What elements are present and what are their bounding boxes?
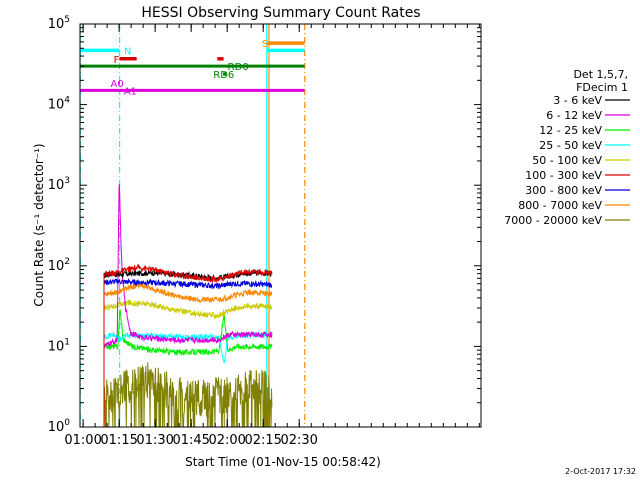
flag-label-rd6-4: RD6 xyxy=(213,70,234,81)
legend: Det 1,5,7,FDecim 13 - 6 keV 6 - 12 keV 12 … xyxy=(504,68,630,227)
flag-label-a1-6: A1 xyxy=(124,86,137,97)
y-tick-label-3: 103 xyxy=(48,176,70,193)
x-tick-label-4: 02:00 xyxy=(208,433,245,448)
flag-label-rd0-3: RD0 xyxy=(228,62,249,73)
x-tick-label-5: 02:15 xyxy=(244,433,281,448)
flag-label-s-1: S xyxy=(262,39,268,50)
y-axis-label: Count Rate (s⁻¹ detector⁻¹) xyxy=(32,143,46,306)
series-line-6-12kev xyxy=(103,184,273,427)
legend-label-0: 3 - 6 keV xyxy=(553,94,602,107)
y-tick-label-5: 105 xyxy=(48,15,70,32)
axes: 10010110210310410501:0001:1501:3001:4502… xyxy=(48,15,481,448)
y-tick-label-1: 101 xyxy=(48,337,70,354)
y-tick-label-2: 102 xyxy=(48,257,70,274)
series-line-12-25kev xyxy=(103,309,273,427)
legend-label-3: 25 - 50 keV xyxy=(539,139,602,152)
legend-label-7: 800 - 7000 keV xyxy=(518,199,602,212)
legend-header-1: FDecim 1 xyxy=(576,81,628,94)
flag-label-a0-5: A0 xyxy=(110,79,123,90)
x-tick-label-2: 01:30 xyxy=(136,433,173,448)
legend-label-1: 6 - 12 keV xyxy=(546,109,602,122)
legend-label-8: 7000 - 20000 keV xyxy=(504,214,602,227)
series-line-800-7000kev xyxy=(103,282,273,427)
legend-label-5: 100 - 300 keV xyxy=(525,169,602,182)
flag-label-f-2: F xyxy=(114,55,120,66)
series-line-50-100kev xyxy=(103,299,273,427)
x-tick-label-0: 01:00 xyxy=(64,433,101,448)
footer-timestamp: 2-Oct-2017 17:32 xyxy=(565,467,636,476)
x-axis-label: Start Time (01-Nov-15 00:58:42) xyxy=(185,455,381,469)
legend-header-0: Det 1,5,7, xyxy=(573,68,628,81)
series-line-7000-20000kev xyxy=(103,362,273,427)
legend-label-6: 300 - 800 keV xyxy=(525,184,602,197)
legend-label-2: 12 - 25 keV xyxy=(539,124,602,137)
y-tick-label-4: 104 xyxy=(48,96,71,113)
plot-frame xyxy=(79,23,482,428)
legend-label-4: 50 - 100 keV xyxy=(532,154,602,167)
x-tick-label-3: 01:45 xyxy=(172,433,209,448)
flag-label-n-0: N xyxy=(124,46,131,57)
chart-title: HESSI Observing Summary Count Rates xyxy=(141,5,420,21)
series-line-300-800kev xyxy=(103,277,273,427)
series-line-100-300kev xyxy=(103,263,273,427)
x-tick-label-6: 02:30 xyxy=(280,433,317,448)
x-tick-label-1: 01:15 xyxy=(100,433,137,448)
y-tick-label-0: 100 xyxy=(48,418,71,435)
